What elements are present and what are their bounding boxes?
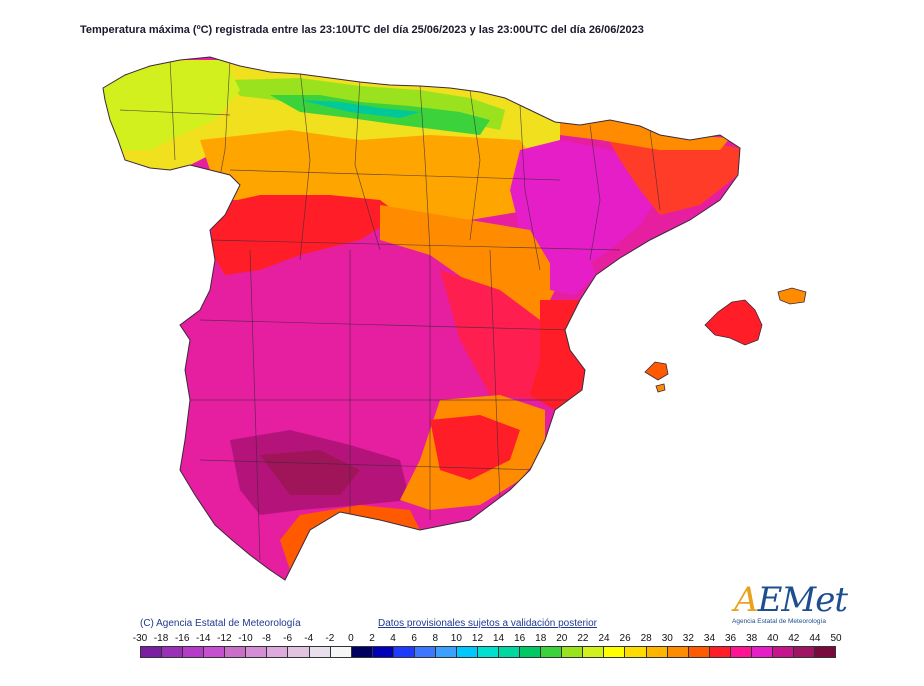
legend-tick-label: 28 [640,633,652,644]
central-ring [380,205,560,320]
legend-swatch [583,647,605,657]
legend-swatch [372,647,394,657]
legend-swatch [815,647,836,657]
legend-tick-label: 14 [492,633,505,644]
ebro-valley [510,140,660,270]
legend-tick-label: 8 [432,633,439,644]
legend-swatch [709,647,731,657]
menorca [777,287,807,305]
legend-tick-label: -16 [174,633,190,644]
legend-swatch [351,647,373,657]
map-title: Temperatura máxima (ºC) registrada entre… [80,24,644,36]
valencia-inland [550,250,596,295]
legend-tick-label: 40 [767,633,779,644]
legend-swatch [414,647,436,657]
pyrenees [560,118,730,150]
copyright-credit: (C) Agencia Estatal de Meteorología [140,618,301,629]
legend-swatch [246,647,268,657]
legend-swatch [646,647,668,657]
legend-swatch [541,647,563,657]
legend-swatch [225,647,247,657]
mallorca [704,299,763,346]
legend-swatch [625,647,647,657]
legend-tick-label: -10 [238,633,253,644]
legend-swatch [183,647,205,657]
legend-swatch [162,647,184,657]
aemet-wordmark: AEMet [734,580,848,620]
legend-swatch [478,647,500,657]
legend-tick-label: 0 [348,633,354,644]
spain-outline [102,56,741,581]
legend-tick-label: 6 [411,633,417,644]
legend-swatch [456,647,478,657]
aemet-logo-subtitle: Agencia Estatal de Meteorología [732,618,826,625]
legend-swatch [393,647,415,657]
legend-tick-label: 42 [788,633,800,644]
legend-tick-label: 44 [809,633,821,644]
legend-swatch [330,647,352,657]
legend-swatch [730,647,752,657]
formentera [655,383,666,393]
central-hot [440,270,560,400]
legend-tick-label: 18 [535,633,547,644]
legend-tick-label: -4 [304,633,314,644]
legend-ticks: -30 -18 -16 -14 -12 -10 -8 -6 -4 -2 0 2 4 6 8 10 12 14 16 1… [132,633,842,647]
ibiza [644,361,669,381]
legend-swatch [309,647,331,657]
legend-swatch [204,647,226,657]
legend-tick-label: 50 [830,633,842,644]
province-borders [119,59,661,561]
legend-tick-label: 12 [471,633,484,644]
legend-tick-label: -6 [283,633,293,644]
legend-colorbar [140,646,836,658]
legend-tick-label: -2 [325,633,335,644]
cantabrian-core [300,100,420,118]
legend-swatch [520,647,542,657]
legend-tick-label: 36 [724,633,737,644]
legend-tick-label: -14 [196,633,211,644]
legend-tick-label: 16 [514,633,526,644]
legend-tick-label: -18 [153,633,169,644]
legend-tick-label: -12 [217,633,232,644]
legend-tick-label: 32 [682,633,694,644]
legend-swatch [667,647,689,657]
legend-swatch [288,647,310,657]
galicia [103,60,240,150]
legend-tick-label: 26 [619,633,631,644]
legend-swatch [688,647,710,657]
south-core [260,450,360,495]
legend-swatch [267,647,289,657]
legend-swatch [499,647,521,657]
legend-tick-label: -8 [262,633,271,644]
provisional-data-link[interactable]: Datos provisionales sujetos a validación… [378,618,598,629]
legend-swatch [562,647,584,657]
aemet-logo: AEMet Agencia Estatal de Meteorología [730,578,848,628]
legend-tick-label: 38 [746,633,758,644]
duero-hot [210,195,400,275]
legend-tick-label: 30 [661,633,673,644]
legend-swatch [793,647,815,657]
legend-tick-label: 22 [577,633,589,644]
legend-swatch [141,647,163,657]
legend-swatch [604,647,626,657]
legend-tick-label: 4 [390,633,396,644]
legend-swatch [772,647,794,657]
legend-tick-label: 20 [556,633,568,644]
legend-swatch [435,647,457,657]
legend-swatch [751,647,773,657]
legend-tick-label: 24 [598,633,610,644]
legend-tick-label: 34 [703,633,716,644]
legend-tick-label: -30 [132,633,148,644]
legend-tick-label: 2 [369,633,375,644]
legend-tick-label: 10 [450,633,462,644]
